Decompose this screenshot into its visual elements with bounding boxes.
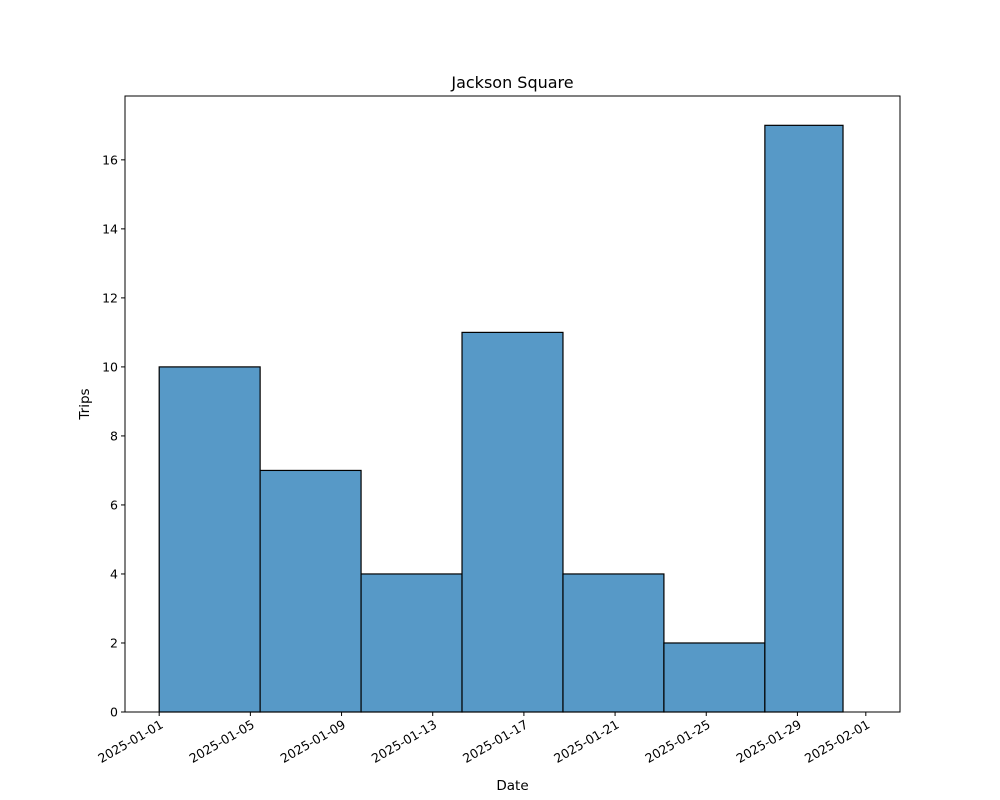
chart-title: Jackson Square — [450, 73, 573, 92]
y-tick-label: 6 — [110, 497, 118, 512]
x-tick-label: 2025-02-01 — [802, 717, 872, 766]
x-tick-label: 2025-01-17 — [460, 717, 530, 766]
histogram-bar-2 — [259, 469, 362, 713]
y-tick-label: 14 — [102, 221, 118, 236]
x-tick-label: 2025-01-29 — [734, 717, 804, 766]
x-axis-ticks: 2025-01-01 2025-01-05 2025-01-09 2025-01-13… — [95, 712, 872, 766]
y-axis-label: Trips — [77, 388, 93, 420]
x-tick-label: 2025-01-01 — [95, 717, 165, 766]
y-tick-label: 0 — [110, 705, 118, 720]
y-axis-ticks: 0 2 4 6 8 10 12 14 16 — [102, 152, 125, 720]
x-tick-label: 2025-01-13 — [369, 717, 439, 766]
histogram-bar-3 — [360, 573, 463, 713]
y-tick-label: 16 — [102, 152, 118, 167]
x-tick-label: 2025-01-05 — [186, 717, 256, 766]
histogram-bar-6 — [663, 642, 766, 713]
y-tick-label: 10 — [102, 359, 118, 374]
histogram-bar-7 — [764, 124, 844, 713]
y-tick-label: 8 — [110, 428, 118, 443]
x-tick-label: 2025-01-09 — [278, 717, 348, 766]
histogram-bar-4 — [461, 331, 564, 713]
y-tick-label: 12 — [102, 290, 118, 305]
x-tick-label: 2025-01-25 — [642, 717, 712, 766]
bars-group — [158, 124, 844, 713]
y-tick-label: 4 — [110, 566, 118, 581]
x-axis-label: Date — [496, 778, 528, 794]
plot-frame — [124, 95, 901, 713]
x-tick-label: 2025-01-21 — [551, 717, 621, 766]
histogram-bar-5 — [562, 573, 665, 713]
histogram-bar-1 — [158, 366, 261, 713]
y-tick-label: 2 — [110, 635, 118, 650]
